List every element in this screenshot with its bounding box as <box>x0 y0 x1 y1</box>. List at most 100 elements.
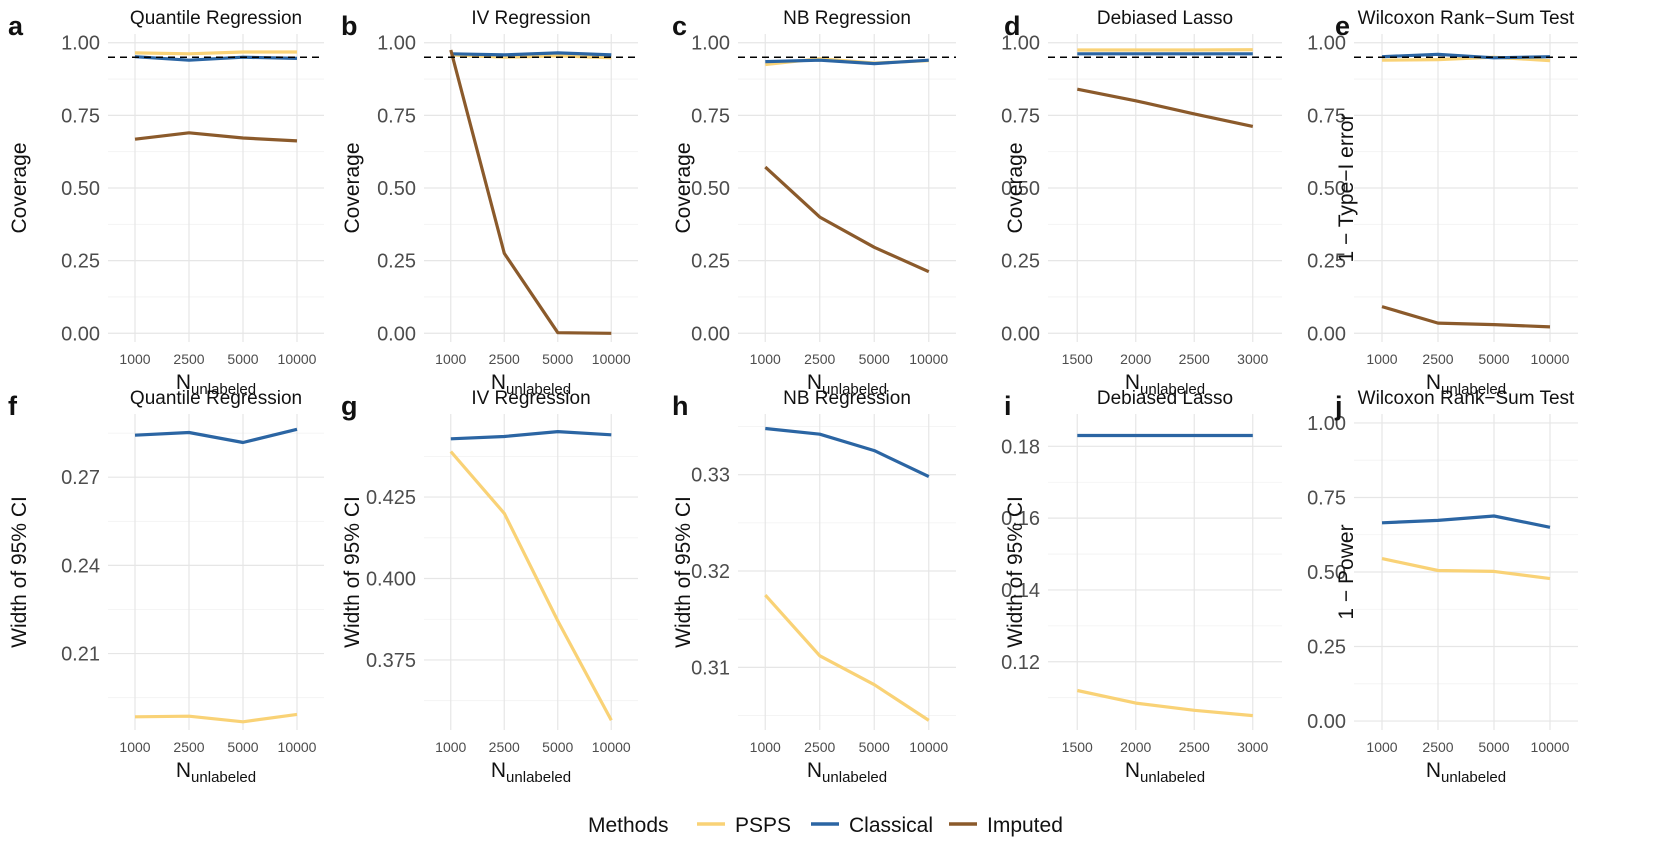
y-axis-label: Coverage <box>8 142 31 233</box>
y-tick-label: 0.50 <box>377 178 416 200</box>
series-line-classical <box>765 426 930 479</box>
series-line-psps <box>764 594 930 722</box>
y-tick-label: 0.25 <box>61 251 100 273</box>
panel-letter: f <box>8 391 18 421</box>
y-tick-label: 0.425 <box>366 487 416 509</box>
panel-title: NB Regression <box>783 8 911 29</box>
x-tick-label: 10000 <box>1531 739 1570 755</box>
legend: Methods PSPS Classical Imputed <box>588 814 1063 837</box>
y-tick-label: 0.25 <box>691 251 730 273</box>
x-tick-label: 1500 <box>1062 351 1093 367</box>
panel-title: Quantile Regression <box>130 8 302 29</box>
series-line-psps <box>134 712 298 724</box>
panel-f: 0.21 0.24 0.27 1000 2500 5000 10000 Quantile Re… <box>8 388 324 786</box>
x-tick-label: 10000 <box>1531 351 1570 367</box>
y-tick-label: 0.50 <box>61 178 100 200</box>
y-tick-label: 0.16 <box>1001 508 1040 530</box>
y-tick-label: 0.21 <box>61 644 100 666</box>
panel-h: 0.31 0.32 0.33 1000 2500 5000 10000 NB Regressi… <box>672 388 956 786</box>
x-axis-label: Nunlabeled <box>176 759 256 786</box>
y-tick-label: 0.18 <box>1001 436 1040 458</box>
y-tick-label: 0.33 <box>691 465 730 487</box>
x-tick-label: 5000 <box>542 351 573 367</box>
y-tick-label: 0.00 <box>1001 323 1040 345</box>
y-tick-label: 0.50 <box>1307 562 1346 584</box>
x-tick-label: 2500 <box>173 351 204 367</box>
panels: 0.00 0.25 0.50 0.75 1.00 1000 2500 5000 10000 Qua… <box>8 8 1578 786</box>
y-axis-label: Width of 95% CI <box>1004 496 1027 648</box>
panel-title: Quantile Regression <box>130 388 302 409</box>
x-axis-label: Nunlabeled <box>807 759 887 786</box>
series-line-classical <box>134 427 298 445</box>
y-tick-label: 1.00 <box>1307 33 1346 55</box>
x-tick-label: 5000 <box>227 351 258 367</box>
y-axis-label: Width of 95% CI <box>8 496 31 648</box>
x-axis-label: Nunlabeled <box>1125 371 1205 398</box>
y-tick-label: 0.25 <box>1001 251 1040 273</box>
x-tick-label: 1000 <box>750 351 781 367</box>
legend-label-imputed: Imputed <box>987 814 1063 837</box>
y-tick-label: 0.75 <box>691 105 730 127</box>
panel-title: IV Regression <box>471 8 590 29</box>
x-tick-label: 2000 <box>1120 739 1151 755</box>
x-axis-label: Nunlabeled <box>176 371 256 398</box>
panel-title: NB Regression <box>783 388 911 409</box>
y-tick-label: 1.00 <box>1001 33 1040 55</box>
x-axis-label: Nunlabeled <box>807 371 887 398</box>
panel-title: Debiased Lasso <box>1097 388 1233 409</box>
panel-letter: b <box>341 11 358 41</box>
y-tick-label: 1.00 <box>377 33 416 55</box>
x-tick-label: 2500 <box>804 739 835 755</box>
y-tick-label: 0.25 <box>1307 251 1346 273</box>
y-axis-label: Coverage <box>341 142 364 233</box>
x-axis-label: Nunlabeled <box>491 371 571 398</box>
y-tick-label: 0.75 <box>1307 105 1346 127</box>
x-tick-label: 1000 <box>1366 351 1397 367</box>
x-tick-label: 1000 <box>750 739 781 755</box>
x-tick-label: 1000 <box>1366 739 1397 755</box>
series-line-imputed <box>764 165 930 274</box>
y-axis-label: Width of 95% CI <box>341 496 364 648</box>
series-line-imputed <box>1381 305 1551 329</box>
y-tick-label: 0.400 <box>366 569 416 591</box>
panel-letter: c <box>672 11 687 41</box>
panel-j: 0.00 0.25 0.50 0.75 1.00 1000 2500 5000 10000 Wil… <box>1307 388 1578 786</box>
x-tick-label: 5000 <box>1478 351 1509 367</box>
x-tick-label: 10000 <box>592 351 631 367</box>
legend-title: Methods <box>588 814 669 837</box>
series-line-classical <box>1381 514 1551 529</box>
y-tick-label: 0.27 <box>61 467 100 489</box>
panel-a: 0.00 0.25 0.50 0.75 1.00 1000 2500 5000 10000 Qua… <box>8 8 324 398</box>
panel-title: Wilcoxon Rank−Sum Test <box>1358 8 1575 29</box>
y-tick-label: 0.75 <box>377 105 416 127</box>
x-tick-label: 10000 <box>592 739 631 755</box>
y-tick-label: 0.12 <box>1001 652 1040 674</box>
panel-i: 0.12 0.14 0.16 0.18 1500 2000 2500 3000 Debiased… <box>1001 388 1282 786</box>
x-tick-label: 2500 <box>1179 739 1210 755</box>
series-line-psps <box>449 450 613 721</box>
panel-d: 0.00 0.25 0.50 0.75 1.00 1500 2000 2500 3000 Debi… <box>1001 8 1282 398</box>
series-line-psps <box>1381 557 1551 581</box>
y-tick-label: 0.00 <box>1307 323 1346 345</box>
y-tick-label: 0.50 <box>1307 178 1346 200</box>
x-tick-label: 5000 <box>542 739 573 755</box>
panel-g: 0.375 0.400 0.425 1000 2500 5000 10000 IV Regre… <box>341 388 638 786</box>
series-line-classical <box>765 58 929 66</box>
panel-letter: a <box>8 11 24 41</box>
panel-letter: g <box>341 391 358 421</box>
series-line-classical <box>450 51 612 57</box>
panel-title: Debiased Lasso <box>1097 8 1233 29</box>
y-axis-label: Coverage <box>1004 142 1027 233</box>
x-axis-label: Nunlabeled <box>1125 759 1205 786</box>
legend-label-psps: PSPS <box>735 814 791 837</box>
y-axis-label: Width of 95% CI <box>672 496 695 648</box>
x-tick-label: 3000 <box>1237 739 1268 755</box>
y-tick-label: 0.14 <box>1001 580 1040 602</box>
y-tick-label: 0.25 <box>1307 637 1346 659</box>
x-tick-label: 10000 <box>278 351 317 367</box>
panel-c: 0.00 0.25 0.50 0.75 1.00 1000 2500 5000 10000 NB … <box>672 8 956 398</box>
y-tick-label: 1.00 <box>691 33 730 55</box>
series-line-imputed <box>1076 87 1254 128</box>
x-tick-label: 2500 <box>489 351 520 367</box>
